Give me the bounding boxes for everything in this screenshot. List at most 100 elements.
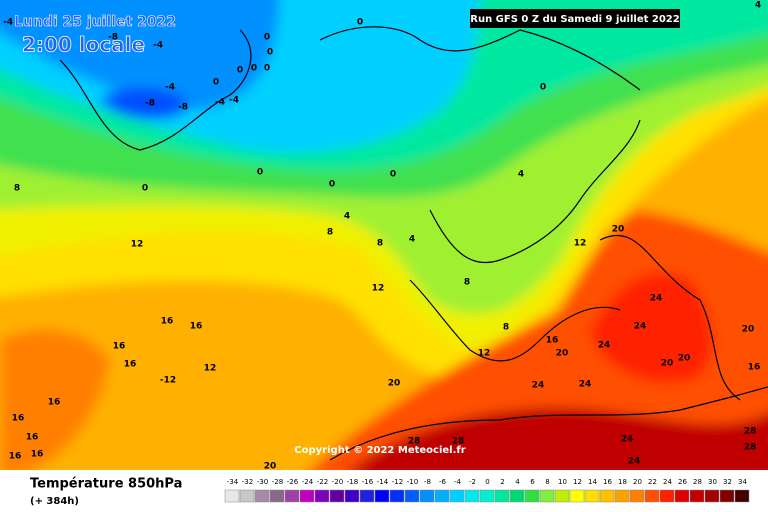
- contour-label: 20: [612, 225, 625, 235]
- scale-label: 8: [545, 478, 549, 486]
- scale-cell: [629, 489, 645, 503]
- contour-label: 12: [131, 240, 144, 250]
- contour-label: 16: [12, 414, 25, 424]
- contour-label: 24: [598, 341, 611, 351]
- scale-label: -32: [242, 478, 253, 486]
- scale-label: -4: [454, 478, 462, 486]
- scale-cell: [599, 489, 615, 503]
- scale-label: 32: [723, 478, 732, 486]
- scale-cell: [284, 489, 300, 503]
- scale-label: -24: [302, 478, 314, 486]
- contour-label: 8: [464, 278, 470, 288]
- scale-cell: [539, 489, 555, 503]
- scale-cell: [464, 489, 480, 503]
- run-info: Run GFS 0 Z du Samedi 9 juillet 2022: [470, 14, 679, 25]
- scale-label: -34: [227, 478, 239, 486]
- scale-cell: [314, 489, 330, 503]
- contour-label: 24: [579, 380, 592, 390]
- scale-label: -28: [272, 478, 283, 486]
- scale-label: -2: [469, 478, 476, 486]
- scale-cell: [569, 489, 585, 503]
- scale-label: 28: [693, 478, 702, 486]
- contour-label: 0: [264, 64, 270, 74]
- contour-label: 0: [267, 48, 273, 58]
- contour-label: 16: [48, 398, 61, 408]
- scale-label: -30: [257, 478, 268, 486]
- contour-label: -8: [178, 103, 188, 113]
- contour-label: -4: [215, 98, 225, 108]
- contour-label: 28: [452, 437, 465, 447]
- scale-label: -26: [287, 478, 299, 486]
- lead-time: (+ 384h): [30, 496, 79, 507]
- contour-label: 16: [124, 360, 137, 370]
- scale-cell: [614, 489, 630, 503]
- scale-label: 34: [738, 478, 747, 486]
- contour-label: -4: [229, 96, 239, 106]
- contour-label: 0: [540, 83, 546, 93]
- scale-cell: [479, 489, 495, 503]
- scale-cell: [419, 489, 435, 503]
- contour-label: 8: [14, 184, 20, 194]
- contour-label: -4: [165, 83, 175, 93]
- scale-label: 2: [500, 478, 504, 486]
- scale-cell: [659, 489, 675, 503]
- contour-label: 12: [204, 364, 217, 374]
- scale-cell: [269, 489, 285, 503]
- contour-label: 4: [518, 170, 524, 180]
- contour-label: 8: [327, 228, 333, 238]
- contour-label: 16: [748, 363, 761, 373]
- scale-cell: [674, 489, 690, 503]
- scale-cell: [434, 489, 450, 503]
- contour-label: 20: [661, 359, 674, 369]
- run-box: [470, 9, 680, 28]
- contour-label: 24: [628, 457, 641, 467]
- contour-label: 20: [678, 354, 691, 364]
- contour-label: 0: [237, 66, 243, 76]
- contour-label: 0: [329, 180, 335, 190]
- scale-cell: [719, 489, 735, 503]
- contour-label: 4: [409, 235, 415, 245]
- contour-label: 0: [390, 170, 396, 180]
- contour-label: 24: [634, 322, 647, 332]
- contour-label: 8: [503, 323, 509, 333]
- contour-label: 12: [372, 284, 385, 294]
- contour-label: 16: [113, 342, 126, 352]
- scale-label: -20: [332, 478, 343, 486]
- scale-cell: [254, 489, 270, 503]
- scale-cell: [509, 489, 525, 503]
- copyright: Copyright © 2022 Meteociel.fr: [294, 445, 465, 456]
- contour-label: 24: [532, 381, 545, 391]
- scale-label: -12: [392, 478, 403, 486]
- contour-label: 28: [744, 427, 757, 437]
- scale-label: 14: [588, 478, 597, 486]
- scale-label: 0: [485, 478, 489, 486]
- contour-label: 0: [264, 33, 270, 43]
- contour-label: -8: [108, 33, 118, 43]
- contour-label: 16: [31, 450, 44, 460]
- scale-label: 16: [603, 478, 612, 486]
- scale-label: 20: [633, 478, 642, 486]
- date: Lundi 25 juillet 2022: [14, 14, 176, 30]
- scale-label: 10: [558, 478, 567, 486]
- scale-label: 26: [678, 478, 687, 486]
- scale-cell: [704, 489, 720, 503]
- scale-cell: [239, 489, 255, 503]
- scale-cell: [449, 489, 465, 503]
- contour-label: 16: [546, 336, 559, 346]
- scale-cell: [584, 489, 600, 503]
- scale-label: -14: [377, 478, 389, 486]
- contour-label: -8: [145, 99, 155, 109]
- contour-label: 0: [142, 184, 148, 194]
- contour-label: 20: [556, 349, 569, 359]
- scale-cell: [374, 489, 390, 503]
- scale-label: 18: [618, 478, 627, 486]
- scale-label: -8: [424, 478, 431, 486]
- contour-label: 20: [264, 462, 277, 472]
- scale-cell: [389, 489, 405, 503]
- scale-label: 6: [530, 478, 535, 486]
- contour-label: 0: [251, 64, 257, 74]
- scale-label: 24: [663, 478, 672, 486]
